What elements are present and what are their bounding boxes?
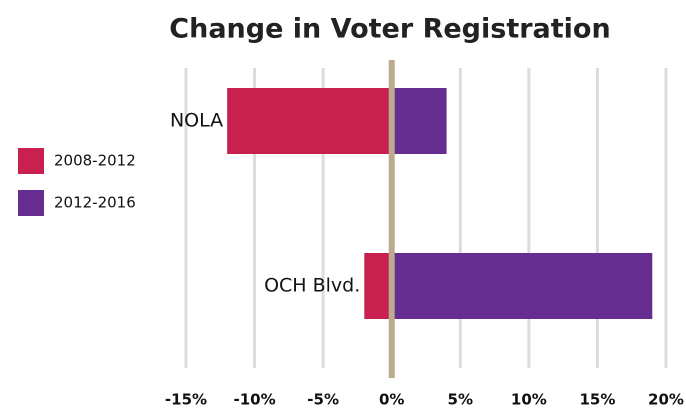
- x-tick-label: 15%: [579, 391, 615, 409]
- bar: [391, 253, 653, 319]
- chart-title: Change in Voter Registration: [169, 14, 610, 45]
- x-tick-label: 10%: [511, 391, 547, 409]
- x-tick-label: -5%: [307, 391, 339, 409]
- bar: [391, 88, 447, 154]
- x-tick-label: -10%: [234, 391, 276, 409]
- x-tick-label: 5%: [448, 391, 473, 409]
- category-label: NOLA: [170, 110, 223, 132]
- legend-label: 2012-2016: [54, 194, 136, 212]
- legend-swatch: [18, 148, 44, 174]
- legend-swatch: [18, 190, 44, 216]
- category-label: OCH Blvd.: [264, 275, 360, 297]
- x-tick-label: -15%: [165, 391, 207, 409]
- legend-label: 2008-2012: [54, 152, 136, 170]
- bar: [227, 88, 392, 154]
- x-tick-label: 20%: [648, 391, 684, 409]
- bar: [364, 253, 392, 319]
- x-tick-label: 0%: [379, 391, 404, 409]
